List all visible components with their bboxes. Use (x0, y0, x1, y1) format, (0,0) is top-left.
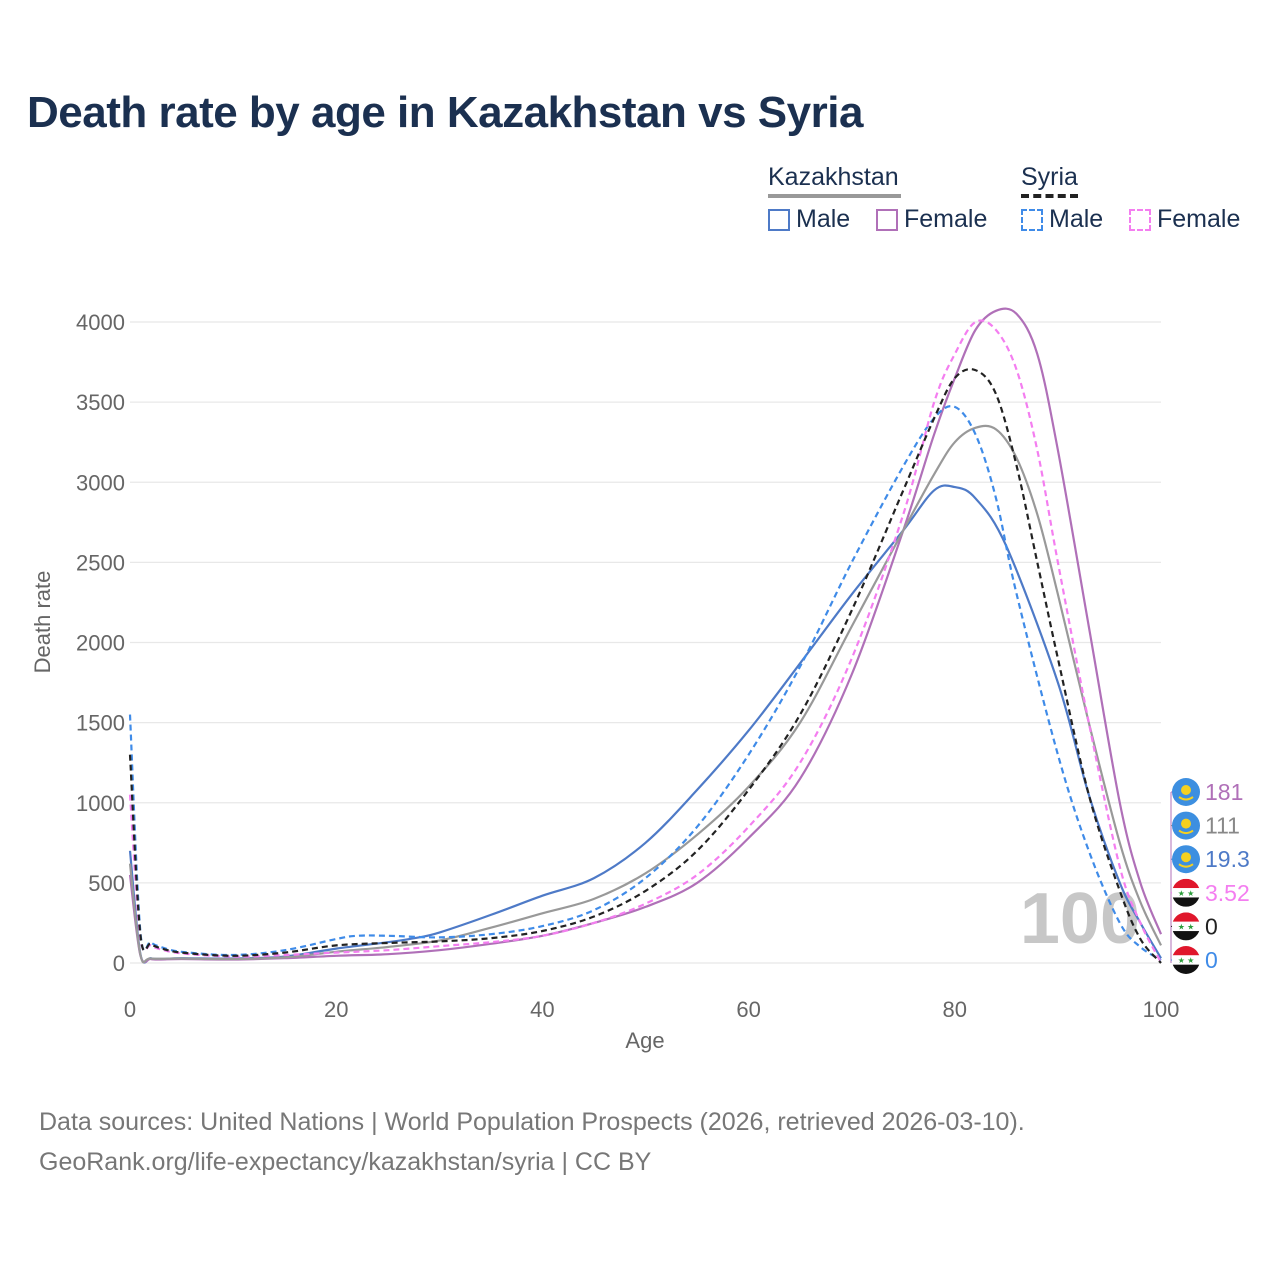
footer-url[interactable]: GeoRank.org/life-expectancy/kazakhstan/s… (39, 1148, 652, 1176)
x-tick-label: 0 (124, 997, 136, 1022)
legend-item-syria-male[interactable]: Male (1021, 205, 1103, 234)
x-tick-label: 60 (736, 997, 760, 1022)
series-line-syria-both[interactable] (128, 367, 1162, 964)
footer-sources: Data sources: United Nations | World Pop… (39, 1108, 1025, 1136)
kazakhstan-flag-icon (1172, 778, 1200, 806)
end-label-value: 0 (1205, 947, 1218, 973)
legend-item-syria-female[interactable]: Female (1129, 205, 1240, 234)
legend-kazakhstan-line (768, 194, 901, 198)
flag-stripe (1172, 964, 1200, 974)
watermark-year: 100 (1020, 879, 1140, 959)
y-axis-label: Death rate (30, 571, 55, 674)
axes: 0 500 1000 1500 2000 2500 3000 3500 4000 0 20 40 60 8… (76, 310, 1179, 1022)
y-tick-label: 3500 (76, 390, 125, 415)
series-line-kazakhstan-male[interactable] (128, 484, 1162, 964)
y-tick-label: 500 (88, 871, 125, 896)
y-tick-label: 4000 (76, 310, 125, 335)
y-tick-label: 2500 (76, 550, 125, 575)
flag-stripe (1172, 878, 1200, 889)
flag-stars-icon: ★ ★ (1178, 889, 1195, 898)
end-label: 19.3 (1171, 845, 1250, 874)
flag-stripe (1172, 931, 1200, 941)
end-label: ★ ★ 0 (1171, 946, 1218, 974)
series-line-kazakhstan-both[interactable] (128, 424, 1162, 964)
y-tick-label: 1500 (76, 711, 125, 736)
series-line-kazakhstan-female[interactable] (128, 307, 1163, 964)
flag-eagle-icon (1178, 796, 1194, 801)
y-tick-label: 2000 (76, 631, 125, 656)
legend-swatch (1129, 208, 1151, 231)
end-label-value: 3.52 (1205, 880, 1250, 906)
kazakhstan-flag-icon (1172, 811, 1200, 840)
legend-swatch (768, 208, 790, 231)
flag-stripe (1172, 888, 1200, 898)
series-line-syria-female[interactable] (128, 319, 1162, 963)
x-tick-label: 80 (943, 997, 967, 1022)
x-tick-label: 40 (530, 997, 554, 1022)
end-labels: 181 111 19.3 ★ ★ 3.52 ★ ★ 0 ★ ★ 0 (1170, 778, 1250, 974)
syria-flag-icon: ★ ★ (1172, 878, 1200, 907)
end-label-value: 19.3 (1205, 846, 1250, 872)
flag-sun-icon (1181, 818, 1191, 829)
end-label: 181 (1171, 778, 1243, 806)
flag-sun-icon (1181, 852, 1191, 863)
y-tick-label: 0 (113, 951, 125, 976)
flag-stars-icon: ★ ★ (1178, 922, 1195, 931)
legend-syria-line (1021, 194, 1078, 198)
end-label: ★ ★ 0 (1171, 912, 1218, 941)
end-label-value: 181 (1205, 779, 1243, 805)
y-tick-label: 3000 (76, 470, 125, 495)
legend-item-kazakhstan-male[interactable]: Male (768, 205, 850, 234)
flag-stripe (1172, 912, 1200, 922)
legend-swatch (876, 208, 898, 231)
end-label: 111 (1171, 811, 1240, 840)
legend-group-syria[interactable]: Syria (1021, 163, 1078, 198)
flag-eagle-icon (1178, 829, 1194, 835)
kazakhstan-flag-icon (1172, 845, 1200, 874)
chart-title: Death rate by age in Kazakhstan vs Syria (27, 88, 863, 137)
flag-stripe (1172, 897, 1200, 907)
end-label-value: 0 (1205, 913, 1218, 939)
flag-stripe (1172, 921, 1200, 932)
syria-flag-icon: ★ ★ (1172, 912, 1200, 941)
end-label-value: 111 (1205, 813, 1240, 839)
x-tick-label: 20 (324, 997, 348, 1022)
flag-stripe (1172, 946, 1200, 956)
series-line-syria-male[interactable] (128, 405, 1162, 961)
grid (130, 321, 1161, 964)
flag-stars-icon: ★ ★ (1178, 956, 1195, 965)
flag-sun-icon (1181, 785, 1191, 795)
flag-stripe (1172, 955, 1200, 965)
series (128, 307, 1163, 964)
syria-flag-icon: ★ ★ (1172, 946, 1200, 974)
legend-group-kazakhstan[interactable]: Kazakhstan (768, 163, 901, 198)
x-axis-label: Age (625, 1028, 664, 1053)
flag-eagle-icon (1178, 863, 1194, 868)
x-tick-label: 100 (1143, 997, 1180, 1022)
legend-item-kazakhstan-female[interactable]: Female (876, 205, 987, 234)
y-tick-label: 1000 (76, 791, 125, 816)
legend-swatch (1021, 208, 1043, 231)
end-label: ★ ★ 3.52 (1171, 878, 1250, 907)
